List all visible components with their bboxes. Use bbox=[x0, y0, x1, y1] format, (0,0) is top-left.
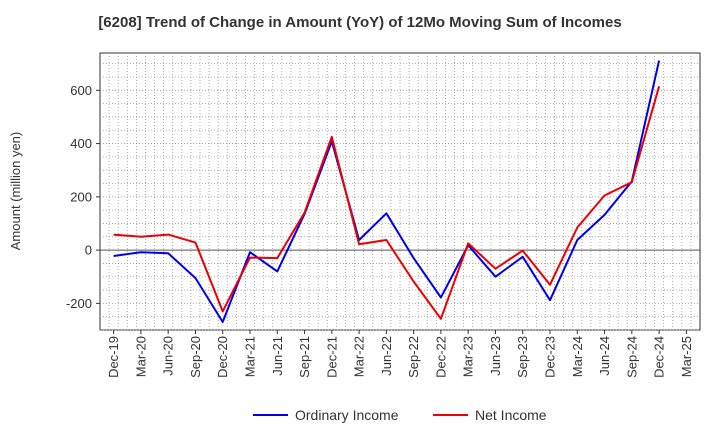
x-tick-label: Dec-24 bbox=[652, 336, 667, 378]
x-tick-label: Jun-24 bbox=[597, 336, 612, 376]
x-tick-label: Sep-24 bbox=[624, 336, 639, 378]
y-tick-label: -200 bbox=[66, 296, 92, 311]
y-tick-label: 600 bbox=[70, 83, 92, 98]
grid-layer bbox=[100, 53, 700, 331]
x-axis-ticks: Dec-19 Mar-20 Jun-20 Sep-20 Dec-20 Mar-21 Jun-… bbox=[106, 330, 694, 378]
series-line-ordinary-income bbox=[113, 60, 661, 323]
x-tick-label: Mar-21 bbox=[243, 336, 258, 377]
x-tick-label: Dec-19 bbox=[106, 336, 121, 378]
x-tick-label: Dec-23 bbox=[543, 336, 558, 378]
x-tick-label: Sep-23 bbox=[515, 336, 530, 378]
y-tick-label: 0 bbox=[85, 243, 92, 258]
chart-title: [6208] Trend of Change in Amount (YoY) o… bbox=[98, 14, 622, 31]
x-tick-label: Sep-22 bbox=[406, 336, 421, 378]
x-tick-label: Sep-21 bbox=[297, 336, 312, 378]
y-axis-ticks: -200 0 200 400 600 bbox=[66, 83, 100, 311]
x-tick-label: Mar-20 bbox=[133, 336, 148, 377]
y-axis-title: Amount (million yen) bbox=[8, 132, 23, 251]
x-tick-label: Mar-23 bbox=[461, 336, 476, 377]
x-tick-label: Dec-20 bbox=[215, 336, 230, 378]
series-line-net-income bbox=[113, 86, 661, 320]
x-tick-label: Jun-20 bbox=[161, 336, 176, 376]
x-tick-label: Jun-22 bbox=[379, 336, 394, 376]
y-tick-label: 400 bbox=[70, 136, 92, 151]
x-tick-label: Mar-25 bbox=[679, 336, 694, 377]
x-tick-label: Jun-23 bbox=[488, 336, 503, 376]
x-tick-label: Mar-24 bbox=[570, 336, 585, 377]
x-tick-label: Dec-21 bbox=[324, 336, 339, 378]
legend: Ordinary Income Net Income bbox=[253, 407, 547, 423]
y-tick-label: 200 bbox=[70, 189, 92, 204]
legend-label: Ordinary Income bbox=[295, 407, 399, 423]
x-tick-label: Dec-22 bbox=[433, 336, 448, 378]
legend-label: Net Income bbox=[475, 407, 547, 423]
x-tick-label: Sep-20 bbox=[188, 336, 203, 378]
x-tick-label: Jun-21 bbox=[270, 336, 285, 376]
x-tick-label: Mar-22 bbox=[352, 336, 367, 377]
series-layer bbox=[113, 60, 661, 323]
